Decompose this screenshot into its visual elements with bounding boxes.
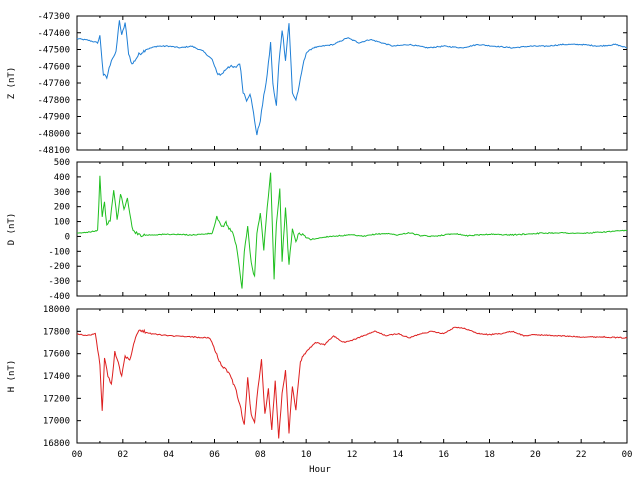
d-ytick-label: 400 <box>54 173 70 183</box>
panel-z: -47300 -47400 -47500 -47600 -47700 -47800 -479… <box>7 12 628 156</box>
h-ytick-label: 18000 <box>43 305 70 315</box>
h-ytick-label: 17400 <box>43 372 70 382</box>
h-ytick-label: 17800 <box>43 327 70 337</box>
panel-z-frame <box>76 15 628 151</box>
panel-d-yticks: 500 400 300 200 100 0 -100 -200 -300 -400 <box>48 158 627 302</box>
x-tick-label: 06 <box>209 450 220 460</box>
z-ytick-label: -47900 <box>37 113 70 123</box>
x-tick-label: 18 <box>484 450 495 460</box>
z-axis-label: Z (nT) <box>7 67 17 100</box>
x-tick-label: 08 <box>255 450 266 460</box>
x-tick-label: 16 <box>438 450 449 460</box>
panel-h-frame <box>76 308 628 444</box>
d-ytick-label: 200 <box>54 203 70 213</box>
z-ytick-label: -47400 <box>37 29 70 39</box>
x-tick-label: 10 <box>301 450 312 460</box>
z-ytick-label: -47700 <box>37 79 70 89</box>
h-ytick-label: 17600 <box>43 350 70 360</box>
d-ytick-label: 500 <box>54 158 70 168</box>
panel-h-xticks <box>76 309 628 443</box>
x-tick-label: 22 <box>576 450 587 460</box>
panel-d-frame <box>76 161 628 297</box>
panel-h-yticks: 18000 17800 17600 17400 17200 17000 16800 <box>43 305 627 449</box>
h-ytick-label: 17200 <box>43 394 70 404</box>
d-axis-label: D (nT) <box>7 213 17 246</box>
d-ytick-label: -400 <box>48 292 70 302</box>
z-ytick-label: -48000 <box>37 129 70 139</box>
z-ytick-label: -48100 <box>37 146 70 156</box>
panel-h: 18000 17800 17600 17400 17200 17000 16800 H (n… <box>7 305 628 449</box>
d-ytick-label: -200 <box>48 262 70 272</box>
d-series-line <box>77 172 627 289</box>
x-tick-label: 14 <box>392 450 403 460</box>
panel-z-yticks: -47300 -47400 -47500 -47600 -47700 -47800 -479… <box>37 12 627 156</box>
d-ytick-label: -100 <box>48 247 70 257</box>
x-tick-label: 04 <box>163 450 174 460</box>
x-axis-label: Hour <box>309 465 331 475</box>
d-ytick-label: 300 <box>54 188 70 198</box>
x-tick-label: 00 <box>622 450 633 460</box>
d-ytick-label: 100 <box>54 218 70 228</box>
z-ytick-label: -47800 <box>37 96 70 106</box>
x-tick-labels: 00 02 04 06 08 10 12 14 16 18 20 22 00 <box>72 450 633 460</box>
h-axis-label: H (nT) <box>7 360 17 393</box>
d-ytick-label: -300 <box>48 277 70 287</box>
x-tick-label: 20 <box>530 450 541 460</box>
z-ytick-label: -47300 <box>37 12 70 22</box>
h-ytick-label: 16800 <box>43 439 70 449</box>
z-series-line <box>76 20 628 136</box>
x-tick-label: 02 <box>117 450 128 460</box>
h-series-line <box>76 326 628 439</box>
x-tick-label: 12 <box>347 450 358 460</box>
h-ytick-label: 17000 <box>43 417 70 427</box>
x-tick-label: 00 <box>72 450 83 460</box>
panel-d: 500 400 300 200 100 0 -100 -200 -300 -400 D (nT) <box>7 158 628 302</box>
d-ytick-label: 0 <box>65 232 70 242</box>
z-ytick-label: -47500 <box>37 46 70 56</box>
panel-d-xticks <box>76 162 628 296</box>
z-ytick-label: -47600 <box>37 62 70 72</box>
panel-z-xticks <box>76 16 628 150</box>
